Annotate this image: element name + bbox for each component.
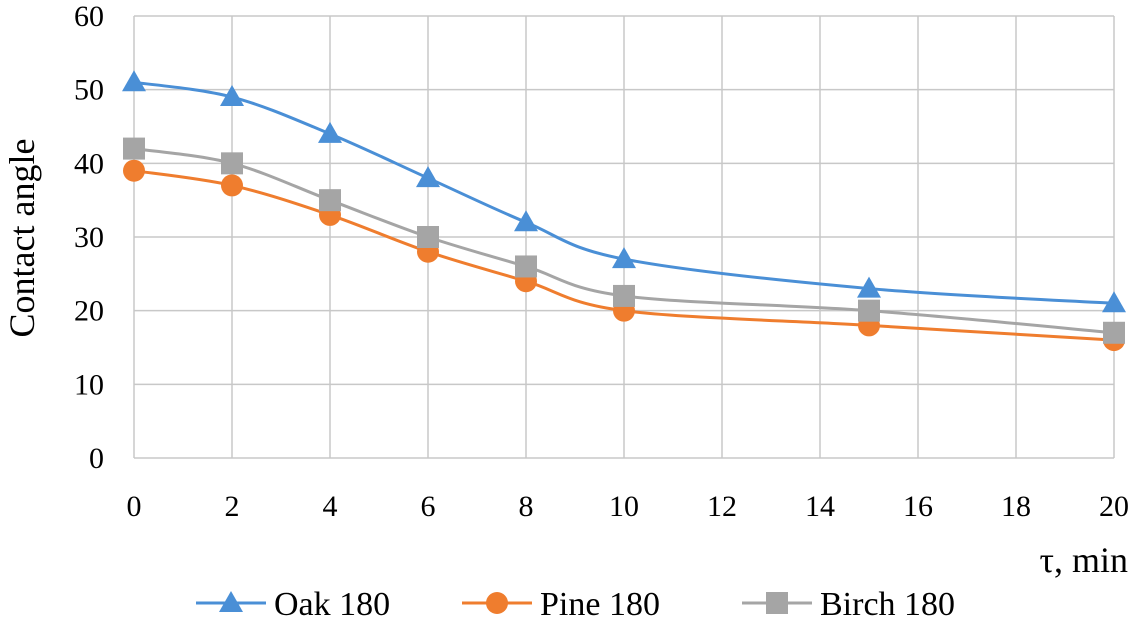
x-tick-label: 16 — [903, 490, 933, 523]
x-tick-label: 14 — [805, 490, 835, 523]
marker-triangle — [612, 247, 636, 269]
marker-triangle — [857, 276, 881, 298]
legend-label: Pine 180 — [540, 586, 660, 620]
marker-triangle — [1102, 291, 1126, 313]
marker-circle — [486, 592, 508, 614]
x-tick-label: 6 — [421, 490, 436, 523]
marker-triangle — [219, 591, 243, 612]
marker-square — [221, 152, 243, 175]
marker-triangle — [416, 166, 440, 188]
legend-label: Birch 180 — [820, 586, 955, 620]
y-axis-ticks: 0 10 20 30 40 50 60 — [74, 0, 104, 475]
marker-circle — [221, 174, 243, 197]
series-layer — [122, 70, 1126, 352]
legend-label: Oak 180 — [274, 586, 390, 620]
x-tick-label: 10 — [609, 490, 639, 523]
y-axis-label: Contact angle — [2, 139, 42, 338]
marker-square — [417, 226, 439, 248]
y-tick-label: 30 — [74, 221, 104, 254]
x-tick-label: 12 — [707, 490, 737, 523]
legend-item-birch-180: Birch 180 — [742, 586, 955, 620]
marker-square — [1103, 321, 1125, 344]
y-tick-label: 40 — [74, 147, 104, 180]
series-birch-180 — [123, 137, 1125, 344]
y-tick-label: 60 — [74, 0, 104, 33]
marker-square — [123, 137, 145, 160]
x-tick-label: 18 — [1001, 490, 1031, 523]
marker-square — [515, 255, 537, 278]
marker-square — [858, 299, 880, 322]
marker-triangle — [514, 210, 538, 232]
y-tick-label: 50 — [74, 74, 104, 107]
x-tick-label: 4 — [323, 490, 338, 523]
marker-square — [319, 189, 341, 212]
legend-item-oak-180: Oak 180 — [196, 586, 390, 620]
x-axis-ticks: 0 2 4 6 8 10 12 14 16 18 20 — [127, 490, 1130, 523]
marker-square — [613, 284, 635, 307]
grid — [133, 15, 1115, 459]
marker-triangle — [318, 121, 342, 143]
x-tick-label: 2 — [225, 490, 240, 523]
x-tick-label: 0 — [127, 490, 142, 523]
y-tick-label: 20 — [74, 295, 104, 328]
x-axis-label: τ, min — [1040, 540, 1128, 580]
y-tick-label: 0 — [89, 442, 104, 475]
legend-item-pine-180: Pine 180 — [462, 586, 660, 620]
marker-circle — [123, 159, 145, 182]
series-oak-180 — [122, 70, 1126, 313]
legend: Oak 180 Pine 180 Birch 180 — [196, 586, 955, 620]
x-tick-label: 20 — [1099, 490, 1129, 523]
marker-square — [766, 592, 788, 614]
x-tick-label: 8 — [519, 490, 534, 523]
marker-triangle — [122, 70, 146, 92]
y-tick-label: 10 — [74, 368, 104, 401]
marker-triangle — [220, 85, 244, 107]
